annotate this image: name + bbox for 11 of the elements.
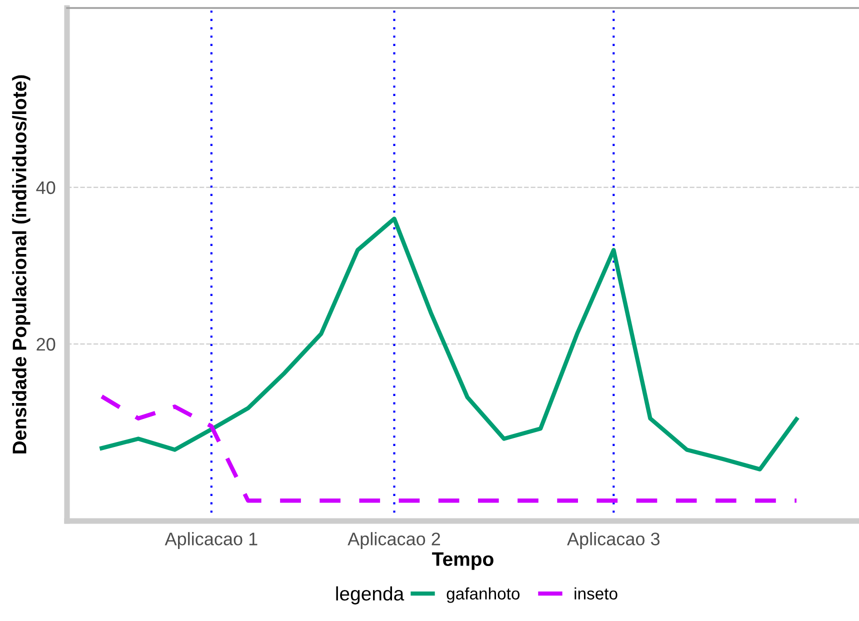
legend-title: legenda — [336, 586, 404, 604]
legend-label: gafanhoto — [446, 587, 520, 603]
x-tick-label: Aplicacao 3 — [567, 532, 660, 549]
x-tick-label: Aplicacao 1 — [164, 532, 258, 549]
x-tick-label: Aplicacao 2 — [348, 532, 440, 549]
y-axis-title: Densidade Populacional (individuos/lote) — [12, 75, 30, 454]
y-tick-label: 40 — [36, 181, 56, 194]
x-axis-title: Tempo — [432, 552, 494, 570]
y-tick-label: 20 — [36, 338, 56, 351]
line-series — [100, 216, 799, 472]
legend-label: inseto — [574, 587, 618, 600]
